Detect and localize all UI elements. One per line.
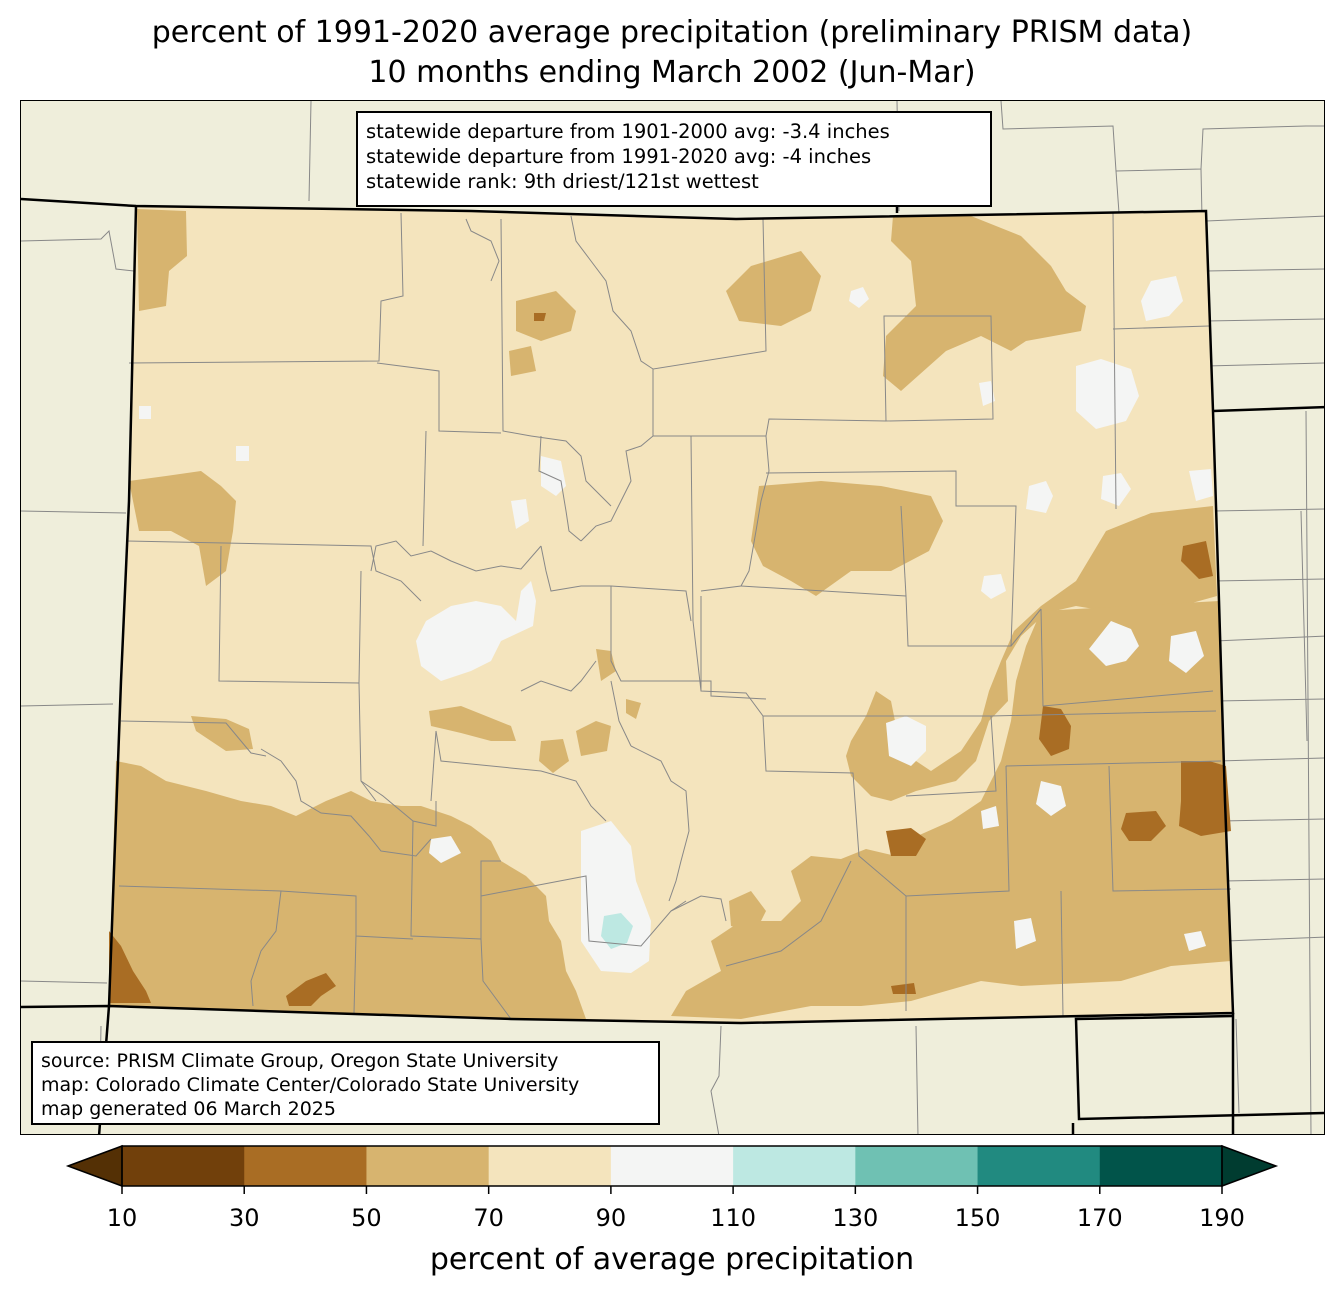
colorbar-tick-label: 30 — [228, 1204, 260, 1232]
map-canvas — [21, 101, 1324, 1134]
colorbar-swatch — [1099, 1146, 1223, 1186]
colorbar-tick-label: 10 — [106, 1204, 138, 1232]
source-box: source: PRISM Climate Group, Oregon Stat… — [31, 1041, 660, 1125]
precip-30-50-regions — [109, 313, 1231, 1006]
colorbar — [65, 1144, 1279, 1194]
colorbar-tick-label: 170 — [1076, 1204, 1123, 1232]
colorbar-tick-label: 110 — [710, 1204, 757, 1232]
colorbar-swatch — [366, 1146, 490, 1186]
stat-departure-1991-2020: statewide departure from 1991-2020 avg: … — [366, 145, 872, 168]
map-credit-line: map: Colorado Climate Center/Colorado St… — [41, 1074, 580, 1096]
generated-date-line: map generated 06 March 2025 — [41, 1098, 336, 1120]
colorbar-swatches — [121, 1146, 1223, 1194]
precip-50-70-regions — [109, 209, 1231, 1019]
precip-110-130-regions — [601, 913, 633, 949]
colorbar-tick-label: 150 — [954, 1204, 1001, 1232]
map-title-line2: 10 months ending March 2002 (Jun-Mar) — [368, 55, 976, 90]
map-title-line1: percent of 1991-2020 average precipitati… — [151, 15, 1193, 50]
colorbar-swatch — [488, 1146, 612, 1186]
colorbar-swatch — [733, 1146, 856, 1186]
colorbar-tick-label: 130 — [832, 1204, 879, 1232]
neighbor-county-lines — [21, 101, 1324, 1134]
colorbar-label: percent of average precipitation — [429, 1242, 915, 1277]
colorbar-tick-label: 50 — [351, 1204, 382, 1232]
colorbar-swatch — [122, 1146, 245, 1186]
stat-rank: statewide rank: 9th driest/121st wettest — [366, 170, 759, 193]
precip-90-110-regions — [139, 276, 1213, 973]
colorbar-swatch — [855, 1146, 979, 1186]
colorbar-over-arrow — [1221, 1144, 1279, 1188]
county-lines — [118, 212, 1232, 1020]
statewide-stats-box: statewide departure from 1901-2000 avg: … — [356, 111, 992, 207]
colorbar-swatch — [610, 1146, 734, 1186]
colorbar-tick-label: 70 — [473, 1204, 504, 1232]
precipitation-map: statewide departure from 1901-2000 avg: … — [20, 100, 1325, 1135]
colorbar-swatch — [977, 1146, 1101, 1186]
stat-departure-1901-2000: statewide departure from 1901-2000 avg: … — [366, 120, 890, 143]
colorbar-under-arrow — [65, 1144, 123, 1188]
colorbar-swatch — [244, 1146, 367, 1186]
colorbar-tick-label: 190 — [1199, 1204, 1245, 1232]
colorbar-frame — [121, 1145, 1223, 1187]
source-line: source: PRISM Climate Group, Oregon Stat… — [41, 1050, 559, 1072]
colorbar-tick-label: 90 — [595, 1204, 627, 1232]
